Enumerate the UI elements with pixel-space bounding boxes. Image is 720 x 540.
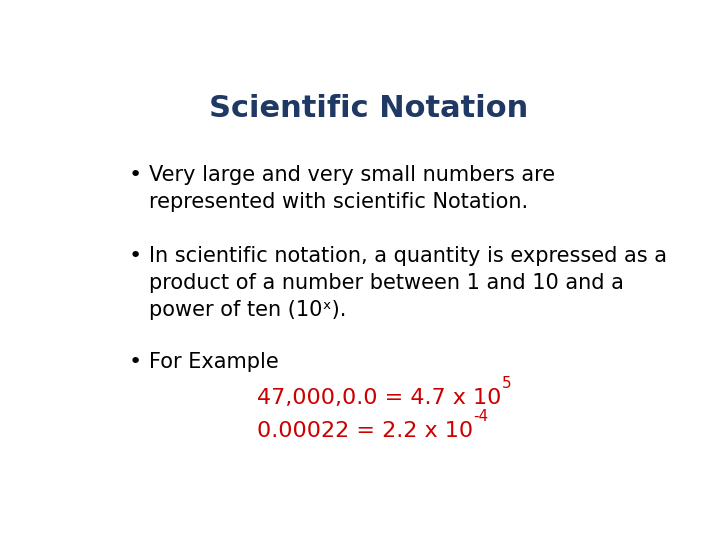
Text: •: • [129, 165, 143, 185]
Text: -4: -4 [474, 409, 489, 424]
Text: For Example: For Example [148, 352, 279, 372]
Text: 5: 5 [502, 376, 511, 391]
Text: 47,000,0.0 = 4.7 x 10: 47,000,0.0 = 4.7 x 10 [258, 388, 502, 408]
Text: Very large and very small numbers are
represented with scientific Notation.: Very large and very small numbers are re… [148, 165, 554, 212]
Text: •: • [129, 246, 143, 266]
Text: 0.00022 = 2.2 x 10: 0.00022 = 2.2 x 10 [258, 421, 474, 441]
Text: •: • [129, 352, 143, 372]
Text: Scientific Notation: Scientific Notation [210, 94, 528, 123]
Text: In scientific notation, a quantity is expressed as a
product of a number between: In scientific notation, a quantity is ex… [148, 246, 667, 320]
